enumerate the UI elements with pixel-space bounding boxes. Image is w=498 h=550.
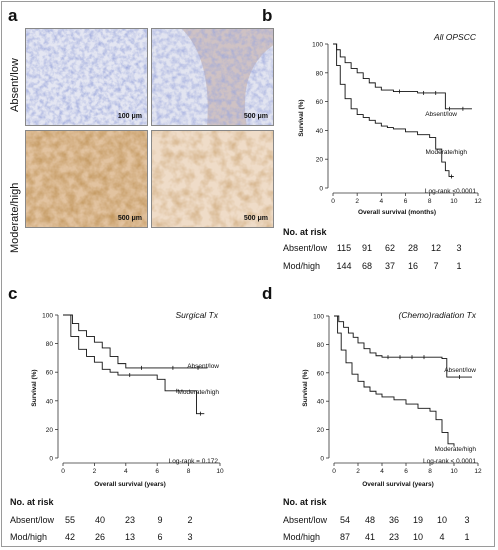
risk-value: 10 [436,515,447,525]
risk-table-title: No. at risk [283,497,327,507]
risk-value: 28 [407,243,418,253]
risk-value: 12 [430,243,441,253]
risk-value: 7 [433,261,439,271]
risk-value: 48 [364,515,375,525]
risk-table-title: No. at risk [283,227,327,237]
risk-value: 115 [336,243,352,253]
risk-value: 42 [64,532,75,542]
risk-value: 3 [187,532,193,542]
micrograph-absent-low-2: 500 μm [151,28,274,126]
risk-value: 23 [388,532,399,542]
micrograph-moderate-high-1: 500 μm [25,130,148,228]
risk-value: 87 [339,532,350,542]
scale-bar-label: 500 μm [117,215,142,222]
panel-d-label: d [262,284,273,303]
scale-bar-label: 100 μm [117,113,142,120]
panel-b-label: b [262,6,273,25]
risk-value: 16 [407,261,418,271]
row-label-absent-low: Absent/low [9,58,21,112]
risk-value: 3 [464,515,470,525]
risk-value: 144 [336,261,352,271]
risk-value: 13 [124,532,135,542]
risk-value: 6 [157,532,163,542]
risk-row-label: Mod/high [283,532,321,542]
risk-value: 37 [384,261,395,271]
risk-value: 23 [124,515,135,525]
micrograph-moderate-high-2: 500 μm [151,130,274,228]
risk-value: 4 [439,532,445,542]
risk-value: 62 [384,243,395,253]
row-label-moderate-high: Moderate/high [9,182,21,253]
scale-bar-label: 500 μm [243,113,268,120]
risk-value: 91 [361,243,372,253]
risk-row-label: Mod/high [10,532,48,542]
risk-value: 2 [187,515,193,525]
risk-row-label: Mod/high [283,261,321,271]
risk-value: 19 [412,515,423,525]
risk-value: 36 [388,515,399,525]
risk-value: 41 [364,532,375,542]
risk-value: 68 [361,261,372,271]
risk-row-label: Absent/low [283,243,328,253]
risk-value: 1 [464,532,470,542]
risk-row-label: Absent/low [10,515,55,525]
scale-bar-label: 500 μm [243,215,268,222]
risk-table-title: No. at risk [10,497,54,507]
risk-row-label: Absent/low [283,515,328,525]
risk-value: 40 [94,515,105,525]
risk-value: 9 [157,515,163,525]
risk-value: 3 [456,243,462,253]
panel-c-label: c [8,284,18,303]
risk-value: 26 [94,532,105,542]
risk-value: 1 [456,261,462,271]
risk-value: 10 [412,532,423,542]
risk-value: 54 [339,515,350,525]
risk-value: 55 [64,515,75,525]
panel-a-label: a [8,6,18,25]
micrograph-absent-low-1: 100 μm [25,28,148,126]
